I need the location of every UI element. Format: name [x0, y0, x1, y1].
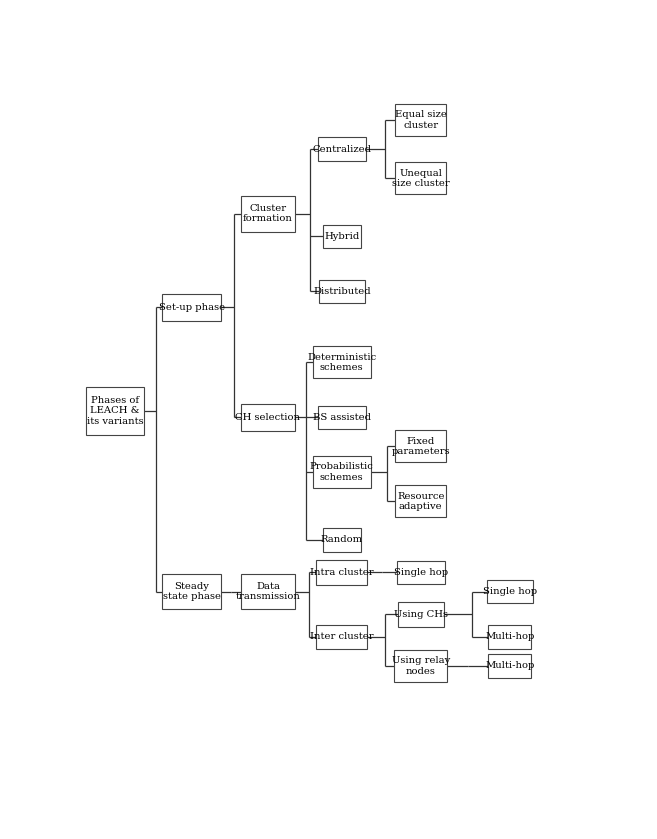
Text: Multi-hop: Multi-hop	[485, 633, 535, 641]
Text: Set-up phase: Set-up phase	[158, 303, 225, 312]
Text: Using CHs: Using CHs	[394, 610, 447, 619]
Text: Probabilistic
schemes: Probabilistic schemes	[310, 462, 374, 482]
Text: Centralized: Centralized	[312, 144, 371, 154]
FancyBboxPatch shape	[317, 624, 367, 649]
Text: Data
transmission: Data transmission	[236, 582, 300, 602]
FancyBboxPatch shape	[323, 529, 361, 551]
FancyBboxPatch shape	[86, 387, 145, 435]
FancyBboxPatch shape	[323, 225, 361, 248]
FancyBboxPatch shape	[313, 456, 371, 488]
FancyBboxPatch shape	[317, 405, 366, 429]
Text: Steady
state phase: Steady state phase	[162, 582, 221, 602]
FancyBboxPatch shape	[396, 485, 446, 518]
Text: CH selection: CH selection	[235, 413, 300, 422]
FancyBboxPatch shape	[488, 654, 532, 678]
FancyBboxPatch shape	[162, 574, 221, 609]
FancyBboxPatch shape	[241, 196, 295, 232]
Text: Phases of
LEACH &
its variants: Phases of LEACH & its variants	[87, 396, 143, 425]
Text: Equal size
cluster: Equal size cluster	[395, 111, 447, 130]
Text: Hybrid: Hybrid	[324, 232, 359, 241]
Text: Single hop: Single hop	[394, 568, 448, 576]
Text: Fixed
parameters: Fixed parameters	[392, 436, 450, 456]
FancyBboxPatch shape	[319, 279, 365, 303]
FancyBboxPatch shape	[398, 602, 443, 627]
FancyBboxPatch shape	[396, 162, 446, 195]
FancyBboxPatch shape	[162, 294, 221, 321]
FancyBboxPatch shape	[487, 580, 533, 603]
Text: Intra cluster: Intra cluster	[310, 568, 374, 576]
Text: Inter cluster: Inter cluster	[310, 633, 374, 641]
FancyBboxPatch shape	[313, 347, 371, 378]
Text: BS assisted: BS assisted	[313, 413, 371, 422]
Text: Single hop: Single hop	[483, 587, 537, 597]
Text: Using relay
nodes: Using relay nodes	[392, 656, 450, 675]
FancyBboxPatch shape	[241, 574, 295, 609]
FancyBboxPatch shape	[317, 137, 366, 161]
FancyBboxPatch shape	[317, 560, 367, 585]
Text: Distributed: Distributed	[313, 287, 371, 296]
Text: Deterministic
schemes: Deterministic schemes	[307, 352, 376, 372]
FancyBboxPatch shape	[396, 430, 446, 462]
Text: Multi-hop: Multi-hop	[485, 661, 535, 670]
Text: Unequal
size cluster: Unequal size cluster	[392, 169, 449, 188]
FancyBboxPatch shape	[241, 404, 295, 430]
Text: Random: Random	[321, 535, 363, 545]
FancyBboxPatch shape	[488, 625, 532, 649]
FancyBboxPatch shape	[394, 649, 447, 682]
FancyBboxPatch shape	[396, 104, 446, 136]
Text: Cluster
formation: Cluster formation	[243, 204, 293, 223]
Text: Resource
adaptive: Resource adaptive	[397, 492, 445, 511]
FancyBboxPatch shape	[397, 560, 445, 584]
